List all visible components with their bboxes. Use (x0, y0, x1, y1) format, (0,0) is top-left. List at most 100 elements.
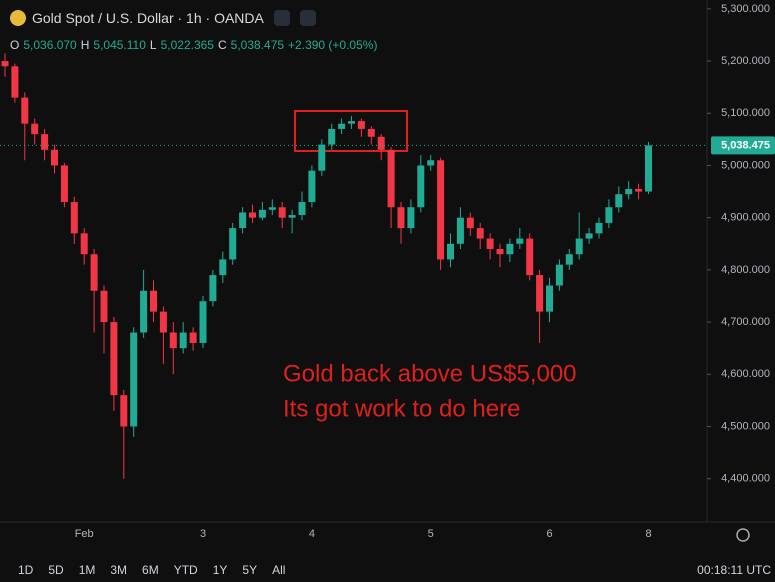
candle-body (367, 128, 375, 137)
candle-body (159, 311, 167, 333)
candle-body (298, 202, 306, 216)
candle-body (31, 123, 39, 135)
candle-body (496, 248, 504, 255)
y-tick-label: 4,600.000 (721, 368, 770, 380)
candle-body (140, 290, 148, 333)
y-tick-label: 4,900.000 (721, 212, 770, 224)
candle-body (506, 243, 514, 255)
y-tick-label: 4,800.000 (721, 264, 770, 276)
candle-body (397, 207, 405, 229)
y-tick-label: 4,700.000 (721, 316, 770, 328)
candle-body (486, 238, 494, 249)
candle-body (605, 207, 613, 223)
last-price-label: 5,038.475 (721, 139, 770, 151)
range-button[interactable]: 1D (18, 563, 34, 577)
toolbar: 00:18:11 UTC 1D 5D 1M 3M 6M YTD 1Y 5Y All (0, 558, 775, 582)
range-button[interactable]: 5D (48, 563, 64, 577)
range-button[interactable]: 6M (142, 563, 159, 577)
candle-body (565, 254, 573, 265)
y-tick-label: 4,400.000 (721, 473, 770, 485)
highlight-box (294, 110, 408, 152)
ohlc-key: C (217, 38, 227, 52)
header: Gold Spot / U.S. Dollar · 1h · OANDA (10, 10, 316, 26)
y-tick-label: 5,300.000 (721, 3, 770, 15)
range-button[interactable]: All (272, 563, 286, 577)
x-tick-label: 8 (645, 528, 651, 540)
ohlc-value: 5,045.110 (93, 38, 146, 52)
candle-body (526, 238, 534, 276)
candle-body (209, 275, 217, 302)
symbol-title: Gold Spot / U.S. Dollar · 1h · OANDA (32, 10, 264, 26)
candle-body (318, 144, 326, 171)
range-button[interactable]: 1Y (212, 563, 228, 577)
x-tick-label: Feb (75, 528, 94, 540)
candle-body (466, 217, 474, 229)
candle-body (100, 290, 108, 323)
settings-icon[interactable] (736, 528, 750, 542)
candle-body (179, 332, 187, 349)
change: +2.390 (+0.05%) (288, 38, 378, 52)
x-tick-label: 4 (309, 528, 315, 540)
candle-body (150, 290, 157, 312)
candle-body (357, 121, 365, 129)
candle-body (278, 207, 286, 218)
y-tick-label: 5,200.000 (721, 55, 770, 67)
candle-body (288, 215, 296, 218)
x-tick-label: 6 (546, 528, 552, 540)
candle-body (11, 66, 19, 98)
candle-body (51, 149, 58, 166)
ohlc-value: 5,038.475 (230, 38, 285, 52)
candle-body (555, 264, 563, 286)
candle-body (21, 97, 29, 124)
candle-body (229, 228, 237, 260)
range-button[interactable]: 3M (110, 563, 128, 577)
candle-body (120, 395, 128, 427)
candle-body (536, 275, 544, 312)
status-badge (273, 10, 290, 26)
candle-body (427, 160, 435, 166)
candle-body (348, 121, 355, 124)
candle-body (625, 188, 633, 195)
candle-body (387, 149, 395, 208)
y-tick-label: 5,000.000 (721, 159, 770, 171)
range-button[interactable]: YTD (173, 563, 198, 577)
candle-body (268, 207, 276, 210)
candle-body (476, 228, 484, 239)
candle-body (615, 194, 623, 208)
candle-body (189, 332, 197, 343)
candle-body (575, 238, 583, 255)
annotation: Its got work to do here (283, 395, 520, 422)
candle-body (595, 222, 603, 234)
candle-body (585, 233, 593, 239)
clock: 00:18:11 UTC (697, 563, 771, 577)
candle-body (70, 202, 78, 234)
candle-body (338, 123, 346, 129)
ohlc-value: 5,036.070 (23, 38, 77, 52)
annotation: Gold back above US$5,000 (283, 360, 577, 387)
symbol-icon (10, 10, 26, 26)
range-button[interactable]: 5Y (242, 563, 258, 577)
candle-body (437, 160, 445, 260)
candle-body (417, 165, 425, 208)
candle-body (377, 136, 385, 150)
candle-body (546, 285, 553, 312)
ohlc-value: 5,022.365 (160, 38, 214, 52)
candle-body (169, 332, 177, 349)
ohlc-key: O (10, 38, 20, 52)
x-tick-label: 5 (428, 528, 434, 540)
candle-body (1, 61, 9, 67)
candle-body (328, 128, 336, 145)
candle-body (249, 212, 256, 218)
candle-body (645, 145, 652, 192)
candle-body (219, 259, 227, 276)
candle-body (110, 322, 118, 396)
candle-body (41, 134, 49, 150)
range-button[interactable]: 1M (78, 563, 96, 577)
ohlc-row: O 5,036.070 H 5,045.110 L 5,022.365 C 5,038.… (10, 38, 377, 52)
candle-body (60, 165, 68, 203)
candle-body (130, 332, 138, 427)
indicator-badge (299, 10, 316, 26)
candle-body (635, 188, 643, 192)
candle-body (516, 238, 524, 244)
